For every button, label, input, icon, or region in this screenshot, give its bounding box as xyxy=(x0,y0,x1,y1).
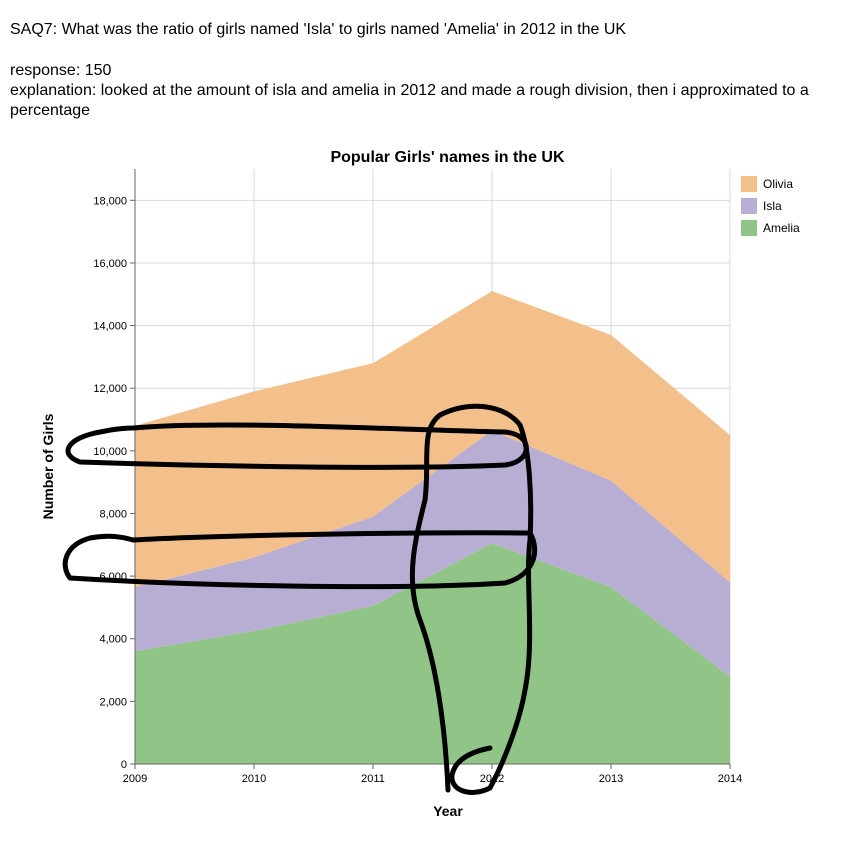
legend-label-olivia: Olivia xyxy=(763,177,793,191)
question-text: SAQ7: What was the ratio of girls named … xyxy=(10,21,627,38)
area-isla xyxy=(135,430,730,677)
legend-label-isla: Isla xyxy=(763,199,782,213)
scribble-annotation xyxy=(62,403,538,795)
x-tick-label: 2014 xyxy=(718,773,742,785)
axes: 02,0004,0006,0008,00010,00012,00014,0001… xyxy=(93,169,742,785)
legend-swatch-olivia xyxy=(741,176,757,192)
area-series xyxy=(135,291,730,764)
y-tick-label: 0 xyxy=(121,759,127,771)
x-tick-label: 2010 xyxy=(242,773,266,785)
y-tick-label: 2,000 xyxy=(99,696,127,708)
x-axis-title: Year xyxy=(433,803,463,819)
y-tick-label: 12,000 xyxy=(93,383,127,395)
legend-swatch-amelia xyxy=(741,220,757,236)
chart-title: Popular Girls' names in the UK xyxy=(330,149,565,166)
x-tick-label: 2013 xyxy=(599,773,623,785)
y-tick-label: 14,000 xyxy=(93,321,127,333)
scribble-loop-middle xyxy=(62,530,538,590)
legend-swatch-isla xyxy=(741,198,757,214)
explanation-text: explanation: looked at the amount of isl… xyxy=(10,82,809,119)
legend: Olivia Isla Amelia xyxy=(741,176,800,236)
x-tick-label: 2009 xyxy=(123,773,147,785)
scribble-loop-top xyxy=(65,422,529,470)
y-tick-label: 18,000 xyxy=(93,195,127,207)
response-text: response: 150 xyxy=(10,62,112,79)
y-tick-label: 4,000 xyxy=(99,634,127,646)
area-olivia xyxy=(135,291,730,588)
y-tick-label: 10,000 xyxy=(93,446,127,458)
y-tick-label: 8,000 xyxy=(99,508,127,520)
scribble-loop-vertical xyxy=(409,403,534,795)
y-axis-title: Number of Girls xyxy=(40,413,56,519)
x-tick-label: 2011 xyxy=(361,773,385,785)
y-tick-label: 16,000 xyxy=(93,258,127,270)
legend-label-amelia: Amelia xyxy=(763,221,800,235)
